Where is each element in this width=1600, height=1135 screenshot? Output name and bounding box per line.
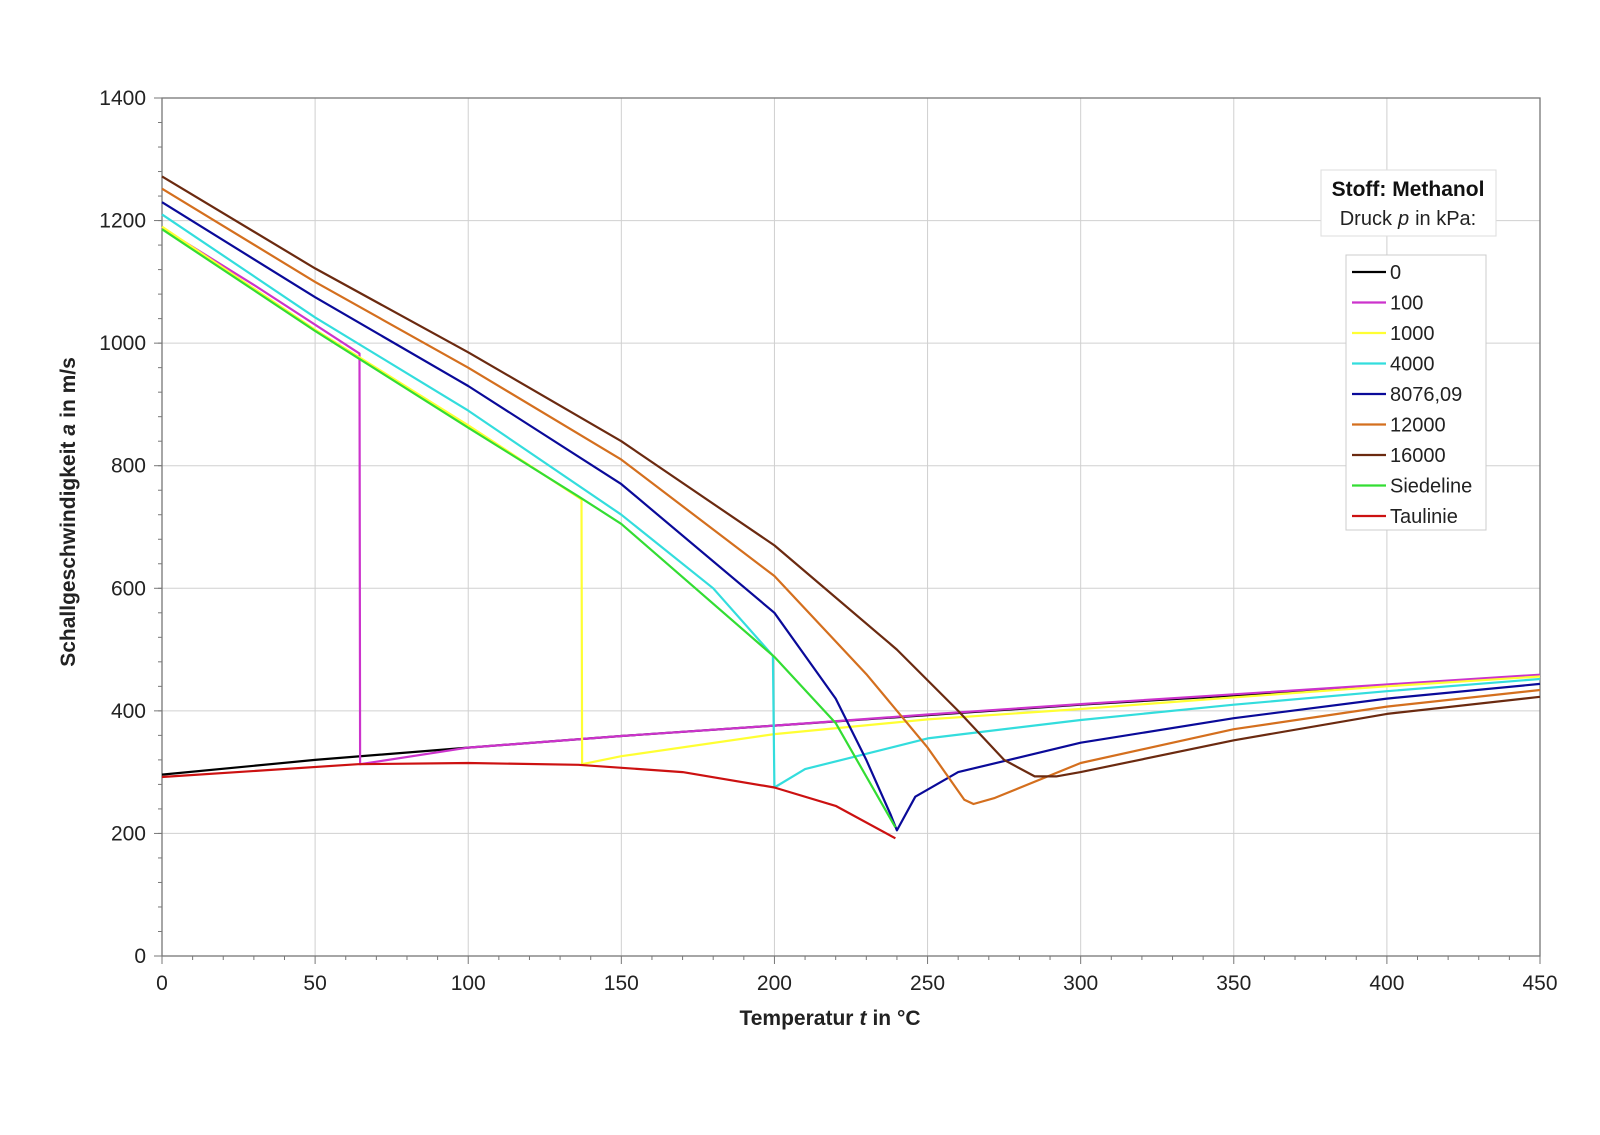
series-line-siedeline	[161, 228, 897, 828]
legend-label: 0	[1390, 262, 1401, 284]
legend-label: 4000	[1390, 354, 1435, 376]
x-axis-title: Temperatur t in °C	[739, 1007, 920, 1030]
substance-title: Stoff: Methanol	[1332, 178, 1485, 201]
x-axis-title-text: Temperatur	[739, 1007, 853, 1030]
x-tick-label: 200	[757, 972, 792, 995]
substance-info-box: Stoff: Methanol Druck p in kPa:	[1320, 169, 1497, 237]
series-line-1000	[161, 225, 1541, 766]
legend-label: 12000	[1390, 415, 1446, 437]
pressure-subtitle: Druck p in kPa:	[1340, 208, 1477, 230]
series-line-100	[161, 226, 1541, 766]
pressure-subtitle-symbol: p	[1397, 208, 1409, 230]
y-axis-title: Schallgeschwindigkeit a in m/s	[57, 357, 80, 667]
x-tick-label: 350	[1216, 972, 1251, 995]
pressure-subtitle-unit: in kPa:	[1415, 208, 1476, 230]
x-axis-title-symbol: t	[859, 1007, 867, 1030]
legend-label: Taulinie	[1390, 506, 1458, 528]
x-tick-label: 450	[1522, 972, 1557, 995]
legend-label: 1000	[1390, 323, 1435, 345]
pressure-subtitle-text: Druck	[1340, 208, 1393, 230]
plot-area-frame	[161, 97, 1541, 957]
legend-label: 8076,09	[1390, 384, 1462, 406]
y-tick-label: 1200	[99, 210, 146, 233]
x-tick-label: 100	[451, 972, 486, 995]
x-tick-label: 0	[156, 972, 168, 995]
x-tick-label: 150	[604, 972, 639, 995]
x-axis-title-unit: in °C	[872, 1007, 920, 1030]
x-tick-label: 400	[1369, 972, 1404, 995]
x-tick-label: 250	[910, 972, 945, 995]
y-axis-title-unit: in m/s	[57, 357, 80, 418]
legend-label: Siedeline	[1390, 476, 1472, 498]
series-line-taulinie	[161, 761, 896, 840]
y-tick-label: 1000	[99, 332, 146, 355]
legend-label: 16000	[1390, 445, 1446, 467]
x-tick-label: 300	[1063, 972, 1098, 995]
y-tick-label: 800	[111, 455, 146, 478]
x-tick-label: 50	[303, 972, 326, 995]
series-line-12000	[161, 187, 1541, 806]
y-tick-label: 400	[111, 700, 146, 723]
y-axis-title-symbol: a	[57, 424, 80, 436]
series-line-16000	[161, 175, 1541, 778]
y-tick-label: 0	[134, 945, 146, 968]
y-axis-title-text: Schallgeschwindigkeit	[57, 442, 80, 667]
series-line-8076-09	[161, 201, 1541, 832]
y-tick-label: 600	[111, 577, 146, 600]
legend-label: 100	[1390, 293, 1423, 315]
y-tick-label: 200	[111, 822, 146, 845]
y-tick-label: 1400	[99, 87, 146, 110]
legend: 0 100 1000 4000 8076,09 12000 16000 Siedeline Ta…	[1345, 254, 1487, 531]
